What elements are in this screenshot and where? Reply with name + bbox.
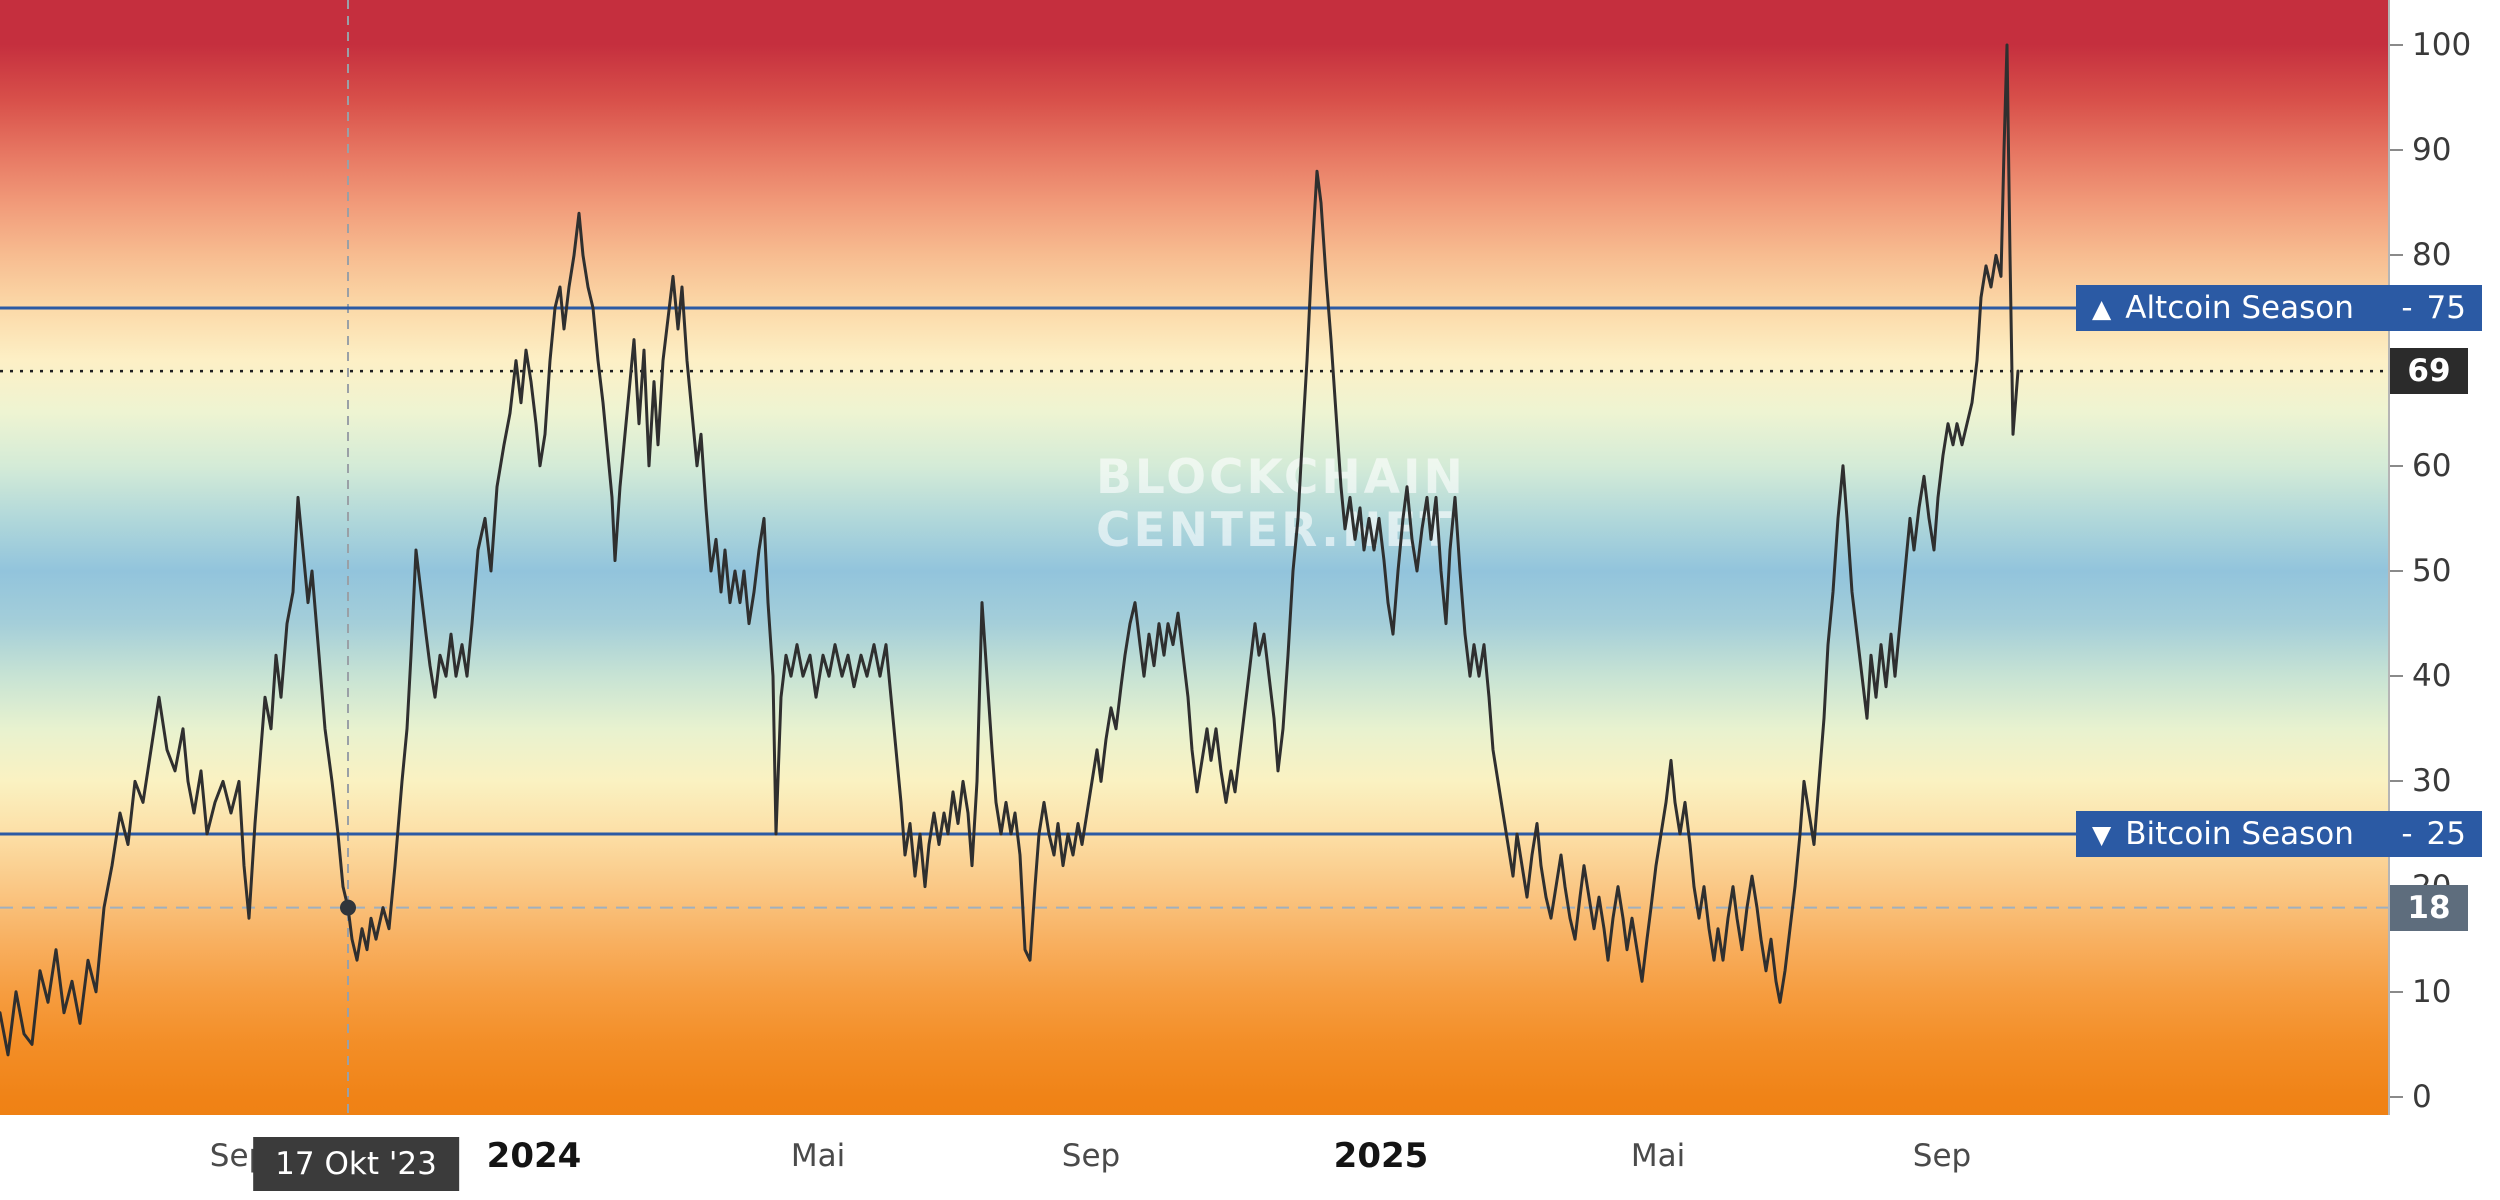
x-tick-label: 2025 [1333,1135,1429,1176]
y-tick-mark [2390,1096,2403,1098]
watermark-line-2: CENTER.NET [1096,502,1455,558]
altcoin-season-separator: - [2401,290,2413,326]
index-series-line [0,43,2020,1057]
x-tick-label: Sep [1061,1137,1121,1174]
altcoin-season-label-text: Altcoin Season [2125,290,2354,326]
x-tick-label: Mai [1630,1137,1686,1174]
y-tick-mark [2390,44,2403,46]
x-tick-label: Mai [790,1137,846,1174]
bitcoin-season-label-text: Bitcoin Season [2125,816,2354,852]
y-tick-mark [2390,990,2403,993]
y-tick-label: 50 [2412,553,2452,589]
y-tick-mark [2390,254,2403,257]
y-axis: 0102030405060708090100 [2388,0,2500,1115]
bitcoin-season-threshold-value: 25 [2426,816,2466,852]
watermark: BLOCKCHAIN CENTER.NET [1096,450,1466,558]
y-tick-label: 90 [2412,132,2452,169]
y-tick-mark [2390,570,2403,572]
y-tick-label: 80 [2412,237,2452,274]
altcoin-season-threshold-label: ▲ Altcoin Season - 75 [2076,285,2482,331]
y-tick-mark [2390,149,2403,152]
y-tick-label: 30 [2412,763,2452,800]
plot-area[interactable]: BLOCKCHAIN CENTER.NET [0,0,2388,1115]
marker-value-badge: 18 [2390,884,2468,931]
current-value-badge: 69 [2390,348,2468,395]
y-tick-label: 40 [2412,658,2452,695]
y-tick-label: 0 [2412,1079,2432,1115]
chart-canvas [0,0,2388,1115]
up-triangle-icon: ▲ [2092,293,2112,323]
y-tick-label: 100 [2412,27,2472,63]
y-tick-mark [2390,464,2403,467]
altcoin-season-threshold-value: 75 [2426,290,2466,326]
bitcoin-season-separator: - [2401,816,2413,852]
down-triangle-icon: ▼ [2092,819,2112,849]
date-tooltip: 17 Okt '23 [253,1137,459,1191]
y-tick-mark [2390,780,2403,783]
bitcoin-season-threshold-label: ▼ Bitcoin Season - 25 [2076,811,2482,857]
x-tick-label: Sep [1912,1137,1972,1174]
y-tick-label: 10 [2412,973,2452,1010]
y-tick-label: 60 [2412,447,2452,484]
y-tick-mark [2390,675,2403,678]
watermark-line-1: BLOCKCHAIN [1096,450,1466,505]
hover-point-dot [340,899,356,916]
x-tick-label: 2024 [486,1135,582,1176]
